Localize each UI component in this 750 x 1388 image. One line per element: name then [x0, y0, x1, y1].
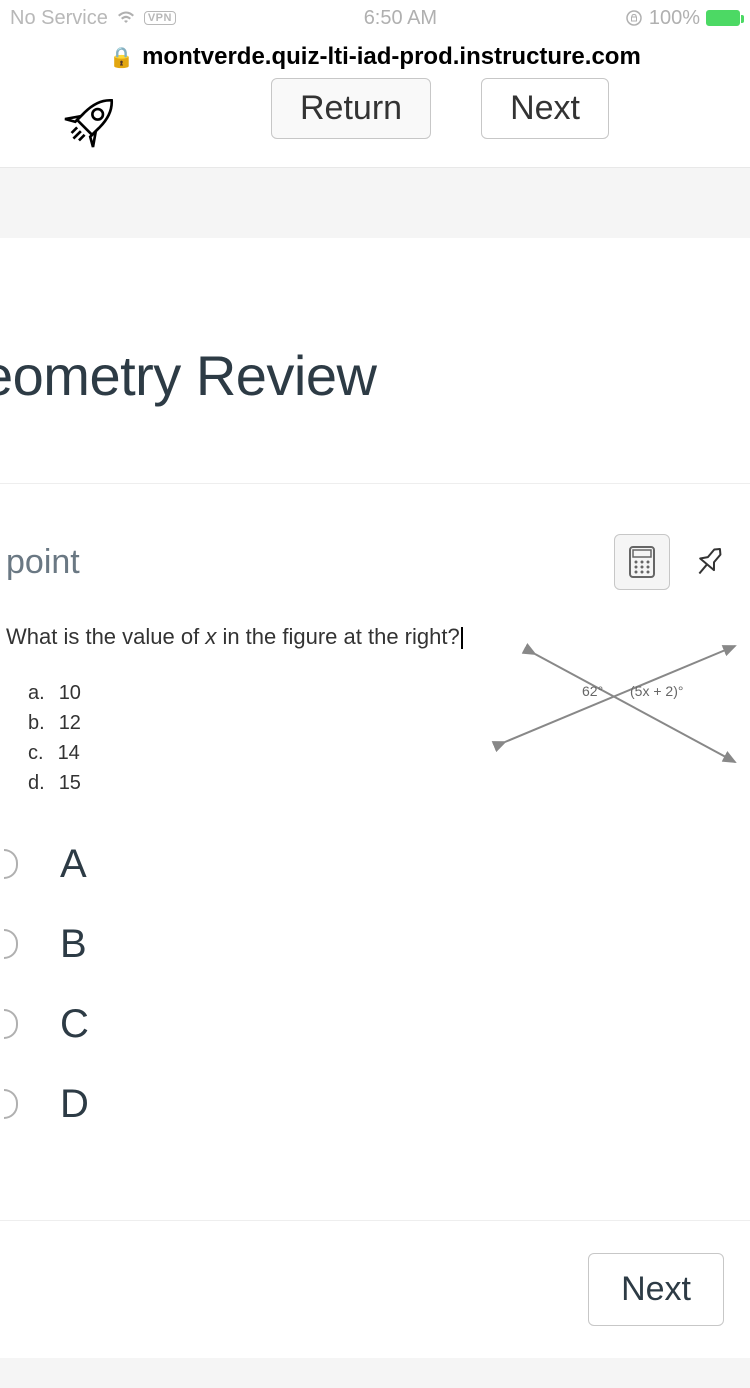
vpn-badge: VPN [144, 11, 176, 25]
sub-value: 14 [58, 738, 80, 768]
battery-percent: 100% [649, 7, 700, 30]
sub-value: 15 [59, 768, 81, 798]
sub-letter: a. [28, 678, 45, 708]
quiz-title: eometry Review [0, 343, 750, 408]
calculator-icon [628, 545, 656, 579]
sub-options: a. 10 b. 12 c. 14 d. 15 [6, 678, 470, 798]
title-area: eometry Review [0, 238, 750, 484]
wifi-icon [116, 11, 136, 25]
angle-figure: 62° (5x + 2)° [490, 624, 750, 784]
separator-strip [0, 168, 750, 238]
answer-letter: B [60, 922, 87, 967]
question-text: What is the value of x in the figure at … [6, 624, 463, 649]
footer-strip [0, 1358, 750, 1388]
answer-letter: A [60, 842, 87, 887]
sub-letter: b. [28, 708, 45, 738]
tools [614, 534, 730, 590]
status-bar: No Service VPN 6:50 AM 100% [0, 0, 750, 36]
sub-letter: c. [28, 738, 44, 768]
sub-value: 10 [59, 678, 81, 708]
status-time: 6:50 AM [364, 7, 437, 30]
url-bar[interactable]: 🔒 montverde.quiz-lti-iad-prod.instructur… [0, 36, 750, 78]
sub-value: 12 [59, 708, 81, 738]
points-label: point [6, 543, 80, 582]
radio-icon [4, 1009, 18, 1039]
answer-letter: D [60, 1082, 89, 1127]
sub-option-a: a. 10 [28, 678, 470, 708]
question-variable: x [205, 624, 216, 649]
text-cursor [461, 627, 463, 649]
sub-letter: d. [28, 768, 45, 798]
question-suffix: in the figure at the right? [216, 624, 459, 649]
carrier-text: No Service [10, 7, 108, 30]
next-button-top[interactable]: Next [481, 78, 609, 139]
answer-choice-d[interactable]: D [8, 1064, 750, 1144]
next-button-bottom[interactable]: Next [588, 1253, 724, 1326]
angle-right-label: (5x + 2)° [630, 683, 683, 699]
answer-letter: C [60, 1002, 89, 1047]
bottom-nav: Next [0, 1220, 750, 1358]
nav-buttons: Return Next [271, 78, 609, 139]
answer-options: A B C D [6, 798, 750, 1180]
pin-icon[interactable] [688, 541, 730, 583]
points-row: point [6, 534, 750, 590]
orientation-lock-icon [625, 9, 643, 27]
content-area: eometry Review point [0, 238, 750, 1358]
sub-option-b: b. 12 [28, 708, 470, 738]
radio-icon [4, 929, 18, 959]
rocket-icon[interactable] [60, 86, 126, 152]
calculator-button[interactable] [614, 534, 670, 590]
lock-icon: 🔒 [109, 45, 134, 70]
question-prefix: What is the value of [6, 624, 205, 649]
return-button[interactable]: Return [271, 78, 431, 139]
answer-choice-c[interactable]: C [8, 984, 750, 1064]
top-nav: Return Next [0, 78, 750, 168]
radio-icon [4, 1089, 18, 1119]
answer-choice-b[interactable]: B [8, 904, 750, 984]
answer-choice-a[interactable]: A [8, 824, 750, 904]
question-left: What is the value of x in the figure at … [6, 624, 470, 798]
question-area: point [0, 484, 750, 1220]
sub-option-d: d. 15 [28, 768, 470, 798]
url-text: montverde.quiz-lti-iad-prod.instructure.… [142, 43, 641, 71]
radio-icon [4, 849, 18, 879]
sub-option-c: c. 14 [28, 738, 470, 768]
status-left: No Service VPN [10, 7, 176, 30]
question-body: What is the value of x in the figure at … [6, 624, 750, 798]
battery-icon [706, 10, 740, 26]
status-right: 100% [625, 7, 740, 30]
angle-left-label: 62° [582, 683, 603, 699]
